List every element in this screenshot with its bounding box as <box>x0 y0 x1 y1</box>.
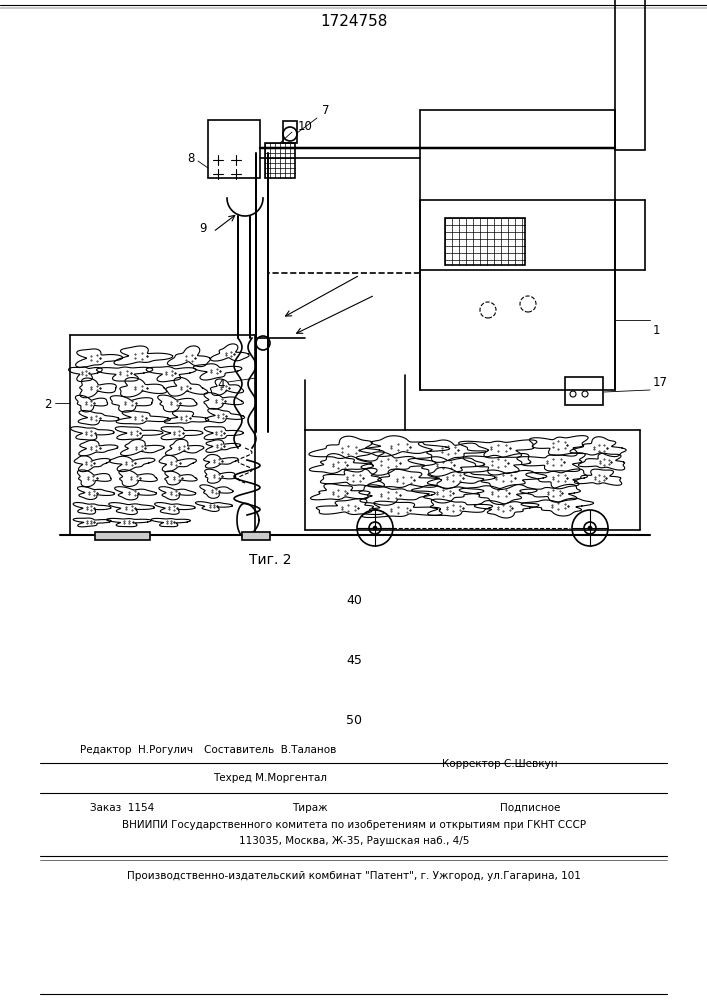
Text: Редактор  Н.Рогулич: Редактор Н.Рогулич <box>80 745 193 755</box>
Text: Составитель  В.Таланов: Составитель В.Таланов <box>204 745 337 755</box>
Text: 45: 45 <box>346 654 362 666</box>
Circle shape <box>588 526 592 530</box>
Bar <box>265 143 295 178</box>
Text: 50: 50 <box>346 714 362 726</box>
Text: 1724758: 1724758 <box>320 14 387 29</box>
Text: 8: 8 <box>187 151 195 164</box>
Bar <box>420 110 615 390</box>
Text: ВНИИПИ Государственного комитета по изобретениям и открытиям при ГКНТ СССР: ВНИИПИ Государственного комитета по изоб… <box>122 820 586 830</box>
Text: Производственно-издательский комбинат "Патент", г. Ужгород, ул.Гагарина, 101: Производственно-издательский комбинат "П… <box>127 871 581 881</box>
Bar <box>95 532 150 540</box>
Bar <box>565 377 603 405</box>
Text: Тираж: Тираж <box>292 803 328 813</box>
Bar <box>208 120 260 178</box>
Text: 10: 10 <box>298 120 313 133</box>
Text: 7: 7 <box>322 104 329 116</box>
Text: Подписное: Подписное <box>500 803 560 813</box>
Text: 9: 9 <box>199 222 207 234</box>
Text: 40: 40 <box>346 593 362 606</box>
Text: Заказ  1154: Заказ 1154 <box>90 803 154 813</box>
Text: Корректор С.Шевкун: Корректор С.Шевкун <box>442 759 558 769</box>
Bar <box>283 121 297 143</box>
Text: 2: 2 <box>45 398 52 412</box>
Bar <box>615 0 645 150</box>
Text: 17: 17 <box>653 375 668 388</box>
Bar <box>242 532 270 540</box>
Text: Τиг. 2: Τиг. 2 <box>249 553 291 567</box>
Circle shape <box>373 526 377 530</box>
Text: Техред М.Моргентал: Техред М.Моргентал <box>213 773 327 783</box>
Text: 1: 1 <box>653 324 660 336</box>
Text: 4: 4 <box>218 378 225 391</box>
Bar <box>445 218 525 265</box>
Text: 113035, Москва, Ж-35, Раушская наб., 4/5: 113035, Москва, Ж-35, Раушская наб., 4/5 <box>239 836 469 846</box>
